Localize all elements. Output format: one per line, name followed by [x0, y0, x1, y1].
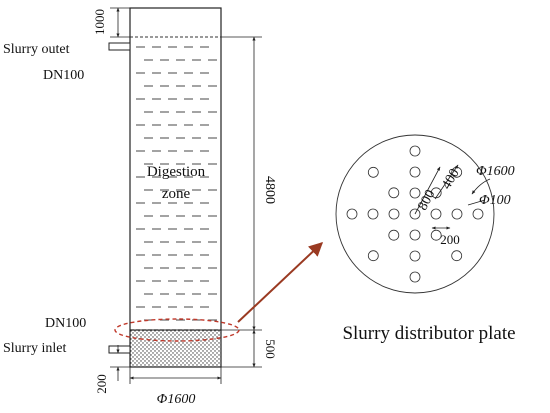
- dim-top-freeboard-label: 1000: [92, 9, 107, 35]
- inlet-dn-label: DN100: [45, 316, 86, 331]
- tank: [129, 7, 222, 368]
- plate-outline: [335, 134, 495, 294]
- dim-inlet-height-label: 200: [94, 374, 109, 394]
- plate-hole: [367, 166, 379, 178]
- dim-digestion-height-label: 4800: [262, 176, 277, 204]
- distributor-plate: 800 400 Φ1600 Φ100 200: [335, 134, 515, 294]
- plate-hole: [430, 229, 442, 241]
- digestion-zone-label-2: zone: [162, 186, 191, 202]
- plate-hole: [346, 208, 358, 220]
- tank-diameter-label: Φ1600: [157, 392, 196, 407]
- packed-bottom-zone: [129, 329, 222, 368]
- plate-hole: [367, 250, 379, 262]
- distributor-highlight-ellipse: [114, 318, 240, 342]
- liquid-wave-marks: [136, 46, 217, 321]
- plate-hole: [451, 208, 463, 220]
- dim-ring-800-line: [414, 166, 441, 215]
- outlet-dn-label: DN100: [43, 68, 84, 83]
- plate-hole: [472, 208, 484, 220]
- dim-digestion-height: 4800: [221, 36, 277, 331]
- dim-ring-400-line: [434, 164, 459, 200]
- plate-hole: [409, 229, 421, 241]
- dim-inlet-height: 200: [94, 345, 130, 394]
- hole-spacing-label: 200: [440, 232, 460, 247]
- plate-hole: [388, 208, 400, 220]
- plate-hole: [367, 208, 379, 220]
- plate-hole: [388, 187, 400, 199]
- plate-hole: [388, 229, 400, 241]
- plate-hole: [409, 271, 421, 283]
- digestion-zone-label-1: Digestion: [147, 164, 206, 180]
- inlet-pipe: [108, 345, 131, 354]
- callout-arrow: [237, 242, 324, 323]
- plate-hole: [409, 187, 421, 199]
- plate-diameter-leader: [471, 178, 491, 195]
- outlet-pipe: [108, 42, 131, 51]
- hole-diameter-label: Φ100: [479, 193, 511, 208]
- plate-hole: [409, 166, 421, 178]
- dim-bottom-zone-label: 500: [263, 339, 278, 359]
- plate-holes: [346, 145, 484, 283]
- plate-diameter-label: Φ1600: [476, 164, 515, 179]
- slurry-outlet-label: Slurry outet: [3, 42, 70, 57]
- plate-hole: [409, 145, 421, 157]
- slurry-inlet-label: Slurry inlet: [3, 341, 66, 356]
- plate-hole: [430, 208, 442, 220]
- dim-bottom-zone: 500: [221, 329, 278, 368]
- plate-hole: [409, 250, 421, 262]
- plate-title: Slurry distributor plate: [342, 323, 515, 344]
- hole-diameter-leader: [467, 199, 486, 206]
- dim-top-freeboard: 1000: [92, 7, 130, 38]
- dim-tank-diameter: Φ1600: [129, 367, 222, 407]
- plate-hole: [451, 250, 463, 262]
